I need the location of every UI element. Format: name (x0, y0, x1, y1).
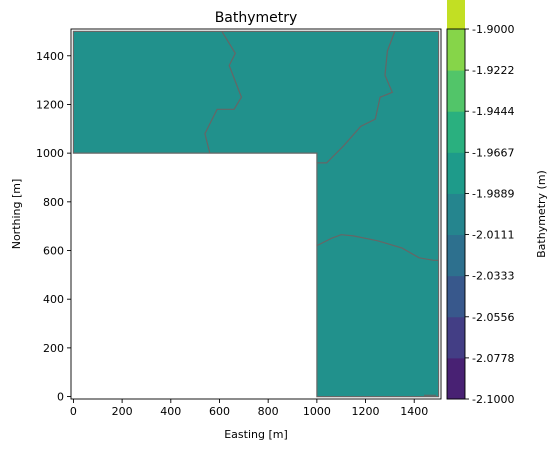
y-tick-label: 1400 (36, 50, 64, 63)
colorbar-segment (447, 275, 465, 318)
colorbar-tick-label: -2.0333 (472, 270, 514, 283)
colorbar-segment (447, 316, 465, 359)
bathymetry-fill (72, 30, 440, 398)
colorbar-label: Bathymetry (m) (535, 170, 548, 258)
chart-title: Bathymetry (215, 10, 298, 26)
colorbar-segment (447, 357, 465, 400)
plot-area (70, 28, 442, 400)
colorbar-tick-label: -1.9667 (472, 146, 514, 159)
colorbar-segment (447, 152, 465, 194)
y-tick-label: 0 (57, 391, 64, 404)
x-tick-label: 1200 (352, 405, 380, 418)
colorbar-tick-label: -2.1000 (472, 393, 514, 406)
colorbar-tick-label: -1.9000 (472, 23, 514, 36)
colorbar-segment (447, 193, 465, 236)
x-axis-label: Easting [m] (224, 428, 288, 441)
y-tick-label: 400 (43, 293, 64, 306)
colorbar-tick-label: -1.9889 (472, 187, 514, 200)
colorbar: -2.1000 -2.0778 -2.0556 -2.0333 -2.0111 -1.98… (446, 0, 514, 406)
x-tick-label: 1400 (400, 405, 428, 418)
contour-line-2 (316, 31, 396, 164)
colorbar-tick-label: -1.9222 (472, 64, 514, 77)
x-tick-label: 400 (160, 405, 181, 418)
colorbar-segment (447, 70, 465, 112)
plot-frame (70, 28, 442, 400)
colorbar-frame (446, 28, 466, 400)
colorbar-tick-label: -2.0778 (472, 352, 514, 365)
colorbar-segment (447, 29, 465, 71)
colorbar-segment (447, 111, 465, 153)
x-tick-label: 800 (258, 405, 279, 418)
x-tick-label: 0 (70, 405, 77, 418)
colorbar-tick-label: -2.0111 (472, 229, 514, 242)
contour-line-1 (204, 31, 243, 154)
y-tick-label: 600 (43, 245, 64, 258)
y-tick-label: 1000 (36, 147, 64, 160)
y-axis: 0 200 400 600 800 1000 1200 1400 (36, 50, 71, 404)
contour-line-3 (316, 234, 439, 261)
y-tick-label: 1200 (36, 98, 64, 111)
colorbar-tick-label: -2.0556 (472, 311, 514, 324)
x-axis: 0 200 400 600 800 1000 1200 1400 (70, 399, 428, 418)
x-tick-label: 1000 (303, 405, 331, 418)
x-tick-label: 200 (112, 405, 133, 418)
y-tick-label: 200 (43, 342, 64, 355)
colorbar-segment (447, 0, 465, 30)
colorbar-segment (447, 234, 465, 277)
y-axis-label: Northing [m] (10, 179, 23, 250)
colorbar-tick-label: -1.9444 (472, 105, 514, 118)
x-tick-label: 600 (209, 405, 230, 418)
y-tick-label: 800 (43, 196, 64, 209)
